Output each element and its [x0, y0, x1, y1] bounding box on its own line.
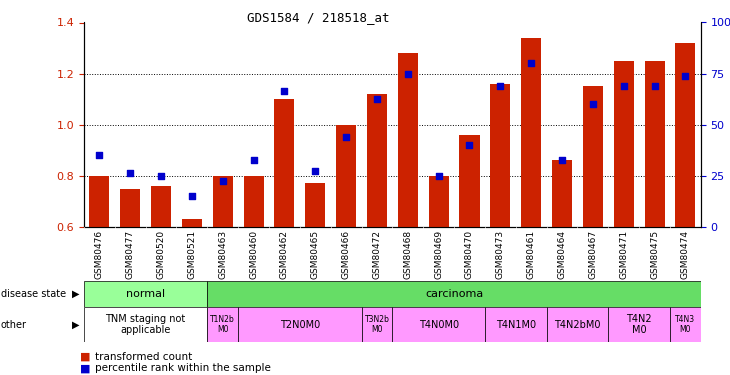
Text: GSM80521: GSM80521: [188, 230, 196, 279]
Text: GSM80463: GSM80463: [218, 230, 227, 279]
Text: GSM80474: GSM80474: [681, 230, 690, 279]
Bar: [398, 53, 418, 227]
Point: [464, 142, 475, 148]
Text: GSM80477: GSM80477: [126, 230, 135, 279]
Text: T4N1M0: T4N1M0: [496, 320, 536, 330]
Point: [186, 193, 198, 199]
Bar: [459, 135, 480, 227]
Text: GSM80467: GSM80467: [588, 230, 597, 279]
Bar: [361, 307, 393, 342]
Text: GSM80461: GSM80461: [526, 230, 536, 279]
Text: ■: ■: [80, 363, 91, 373]
Bar: [207, 281, 701, 307]
Text: ▶: ▶: [72, 320, 79, 330]
Bar: [274, 99, 294, 227]
Text: T3N2b
M0: T3N2b M0: [364, 315, 389, 334]
Bar: [583, 86, 603, 227]
Point: [556, 158, 568, 164]
Bar: [645, 61, 664, 227]
Text: GSM80462: GSM80462: [280, 230, 289, 279]
Text: GSM80468: GSM80468: [403, 230, 412, 279]
Point: [340, 135, 352, 141]
Bar: [305, 183, 326, 227]
Text: T4N2bM0: T4N2bM0: [554, 320, 601, 330]
Text: GSM80465: GSM80465: [311, 230, 320, 279]
Bar: [485, 307, 547, 342]
Text: TNM staging not
applicable: TNM staging not applicable: [106, 314, 185, 335]
Text: GDS1584 / 218518_at: GDS1584 / 218518_at: [247, 11, 390, 24]
Text: carcinoma: carcinoma: [425, 289, 483, 299]
Text: GSM80475: GSM80475: [650, 230, 659, 279]
Bar: [207, 307, 238, 342]
Text: GSM80476: GSM80476: [95, 230, 104, 279]
Point: [155, 173, 167, 179]
Text: T1N2b
M0: T1N2b M0: [210, 315, 235, 334]
Text: GSM80466: GSM80466: [342, 230, 350, 279]
Text: GSM80464: GSM80464: [558, 230, 566, 279]
Bar: [238, 307, 361, 342]
Text: GSM80473: GSM80473: [496, 230, 505, 279]
Bar: [670, 307, 701, 342]
Point: [93, 152, 105, 158]
Bar: [608, 307, 670, 342]
Point: [494, 83, 506, 89]
Text: GSM80470: GSM80470: [465, 230, 474, 279]
Text: GSM80472: GSM80472: [372, 230, 382, 279]
Point: [433, 173, 445, 179]
Point: [587, 101, 599, 107]
Point: [526, 60, 537, 66]
Bar: [212, 176, 233, 227]
Point: [279, 88, 291, 94]
Point: [402, 70, 414, 76]
Text: ▶: ▶: [72, 289, 79, 299]
Point: [649, 83, 661, 89]
Text: transformed count: transformed count: [95, 352, 192, 362]
Bar: [547, 307, 608, 342]
Bar: [84, 307, 207, 342]
Text: percentile rank within the sample: percentile rank within the sample: [95, 363, 271, 373]
Text: T4N3
M0: T4N3 M0: [675, 315, 696, 334]
Bar: [614, 61, 634, 227]
Point: [247, 158, 259, 164]
Text: disease state: disease state: [1, 289, 66, 299]
Text: GSM80460: GSM80460: [249, 230, 258, 279]
Bar: [367, 94, 387, 227]
Text: normal: normal: [126, 289, 165, 299]
Point: [310, 168, 321, 174]
Point: [124, 170, 136, 176]
Bar: [675, 43, 696, 227]
Text: other: other: [1, 320, 27, 330]
Text: GSM80469: GSM80469: [434, 230, 443, 279]
Text: T4N0M0: T4N0M0: [418, 320, 458, 330]
Bar: [120, 189, 140, 227]
Point: [371, 96, 383, 102]
Bar: [182, 219, 202, 227]
Text: GSM80471: GSM80471: [619, 230, 629, 279]
Bar: [244, 176, 264, 227]
Text: GSM80520: GSM80520: [156, 230, 166, 279]
Bar: [429, 176, 449, 227]
Point: [217, 178, 228, 184]
Bar: [521, 38, 541, 227]
Bar: [491, 84, 510, 227]
Bar: [89, 176, 110, 227]
Point: [680, 73, 691, 79]
Text: T2N0M0: T2N0M0: [280, 320, 320, 330]
Bar: [336, 124, 356, 227]
Bar: [393, 307, 485, 342]
Bar: [84, 281, 207, 307]
Point: [618, 83, 629, 89]
Text: ■: ■: [80, 352, 91, 362]
Text: T4N2
M0: T4N2 M0: [626, 314, 652, 335]
Bar: [151, 186, 171, 227]
Bar: [552, 160, 572, 227]
